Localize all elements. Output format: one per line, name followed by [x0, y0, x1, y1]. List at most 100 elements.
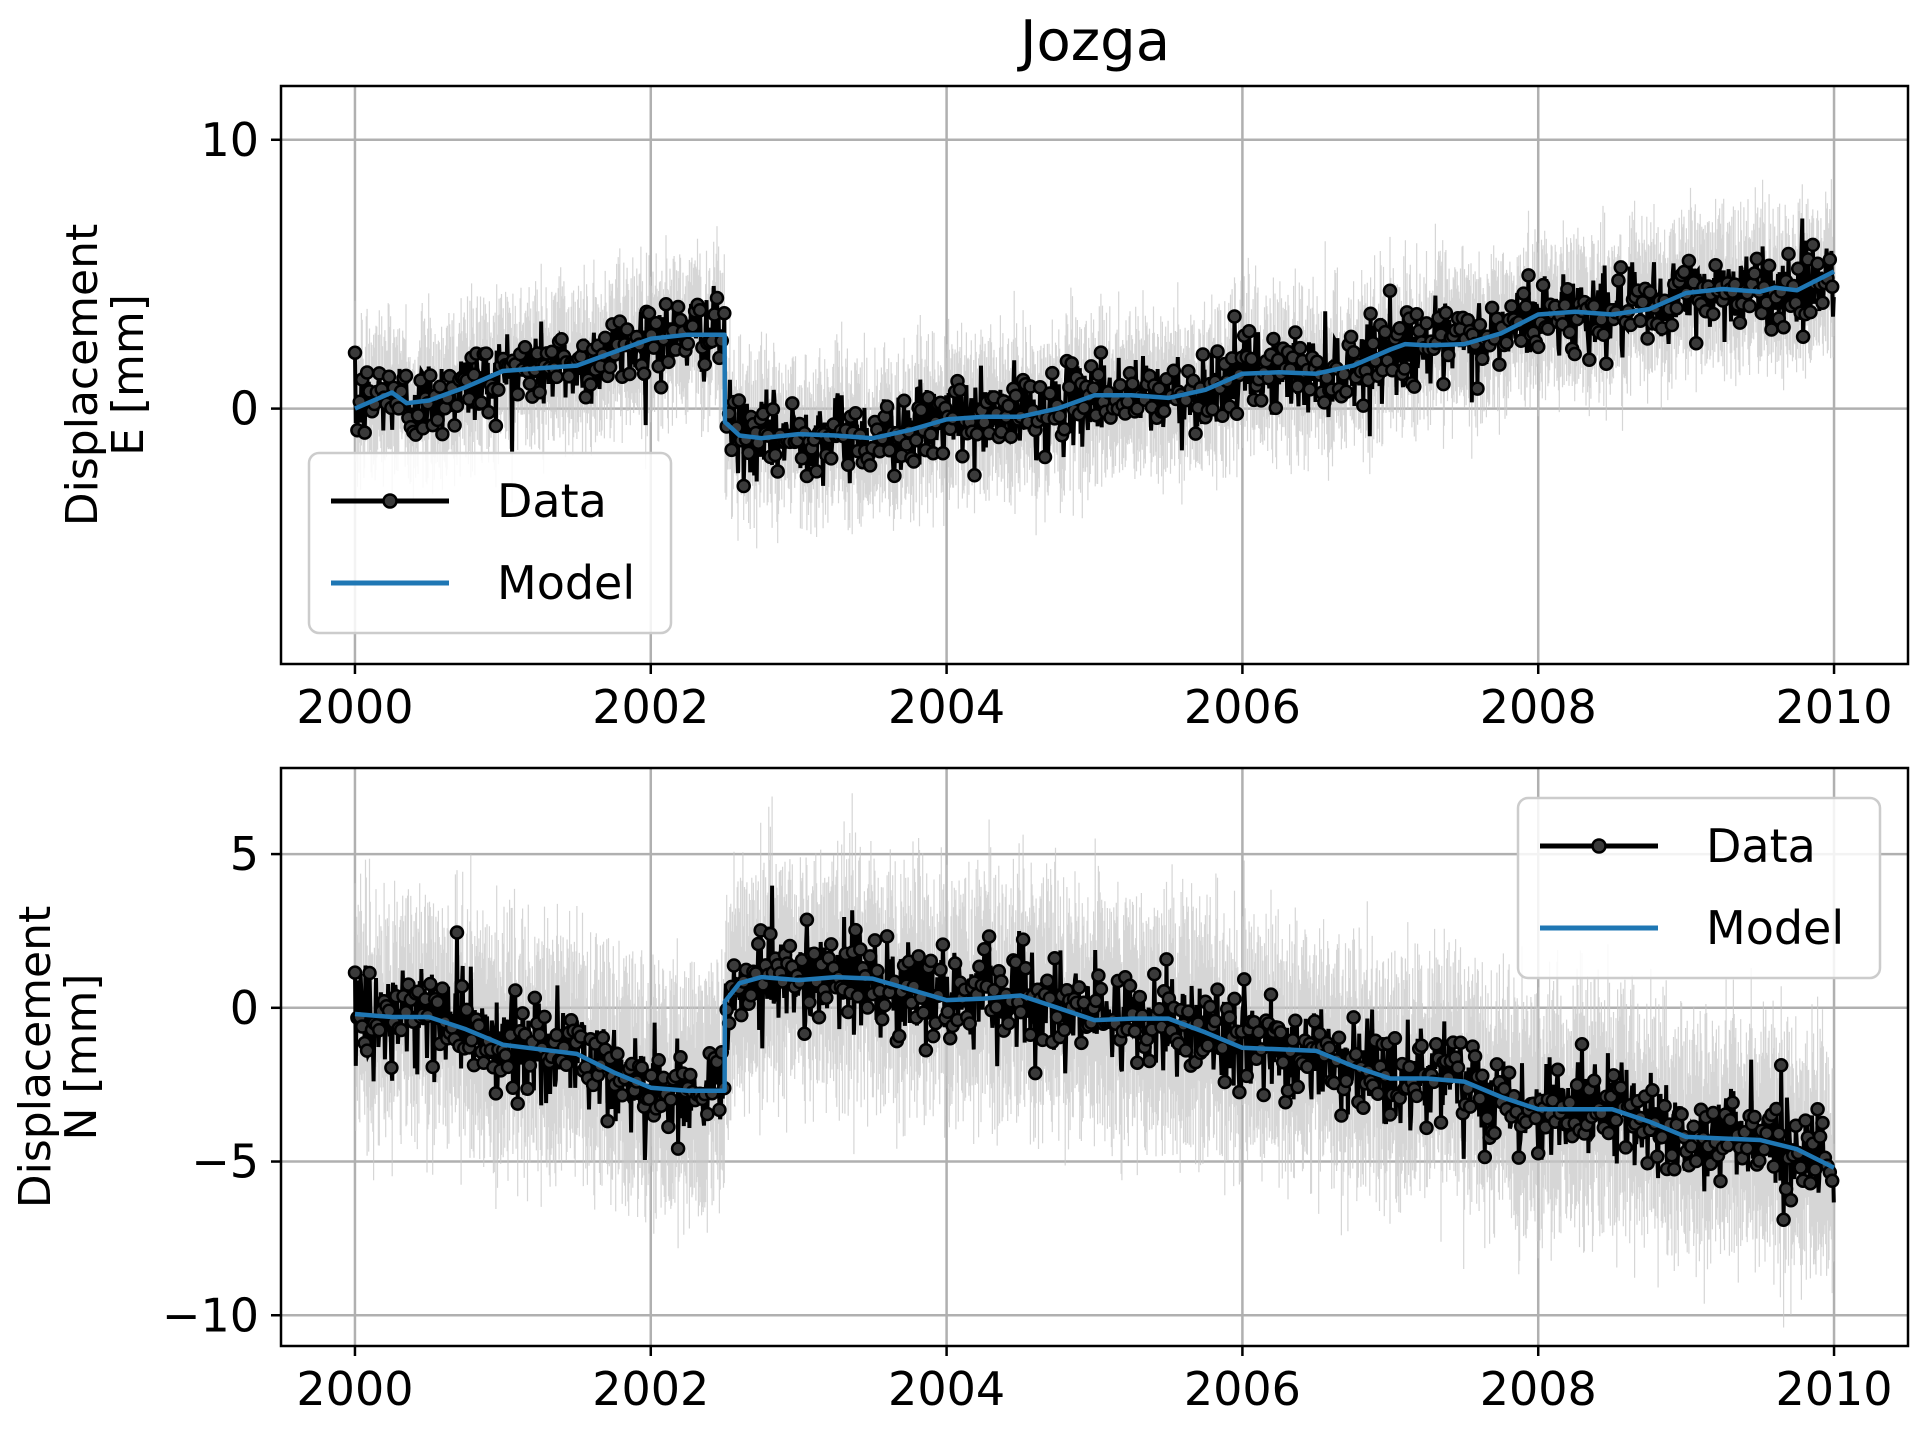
data-point	[1798, 1113, 1813, 1128]
data-point	[1040, 973, 1055, 989]
data-point	[510, 386, 525, 402]
data-point	[1217, 1074, 1233, 1090]
data-point	[911, 949, 926, 964]
data-point	[994, 974, 1009, 989]
data-point	[1810, 256, 1825, 272]
data-point	[1205, 401, 1220, 417]
data-point	[1049, 1009, 1065, 1025]
data-point	[561, 369, 577, 384]
x-tick-label: 2008	[1480, 1362, 1597, 1416]
data-point	[1611, 273, 1626, 288]
data-point	[1764, 322, 1779, 337]
data-point	[1708, 257, 1723, 273]
data-point	[1433, 1115, 1449, 1130]
legend: Data Model	[307, 451, 673, 635]
data-point	[1188, 426, 1203, 441]
y-axis-label: DisplacementE [mm]	[57, 224, 154, 526]
data-point	[1492, 357, 1507, 372]
data-point	[870, 963, 885, 979]
data-point	[544, 344, 560, 360]
data-point	[634, 1060, 649, 1075]
data-point	[578, 390, 594, 405]
data-point	[498, 1047, 513, 1063]
data-point	[602, 359, 618, 375]
data-point	[840, 457, 856, 473]
data-point	[1210, 982, 1225, 997]
data-point	[989, 999, 1004, 1015]
data-point	[1302, 382, 1318, 397]
data-point	[515, 1006, 530, 1021]
data-point	[1688, 336, 1704, 351]
data-point	[1530, 1146, 1546, 1161]
data-point	[1018, 960, 1033, 976]
data-point	[1093, 981, 1109, 997]
data-point	[449, 925, 465, 940]
x-tick-label: 2006	[1184, 1362, 1301, 1416]
data-point	[1722, 1112, 1738, 1128]
data-point	[712, 1102, 727, 1118]
data-point	[1518, 299, 1534, 314]
data-point	[700, 1106, 715, 1122]
data-point	[1288, 325, 1303, 340]
data-point	[891, 1028, 907, 1044]
data-point	[908, 433, 924, 448]
data-point	[717, 306, 732, 321]
data-point	[1130, 1055, 1145, 1070]
data-point	[505, 1080, 521, 1096]
data-point	[1288, 1013, 1303, 1029]
data-point	[797, 1026, 812, 1041]
data-point	[1091, 367, 1106, 383]
x-tick-label: 2010	[1776, 1362, 1893, 1416]
data-point	[1215, 1040, 1230, 1056]
data-point	[1562, 324, 1578, 340]
data-point	[522, 376, 538, 391]
axes-frame	[279, 766, 1910, 1348]
data-point	[967, 468, 982, 483]
data-point	[1606, 1068, 1621, 1083]
data-point	[1278, 1094, 1293, 1110]
data-point	[619, 322, 635, 337]
data-point	[595, 1030, 611, 1045]
x-tick-label: 2010	[1776, 680, 1893, 734]
data-point	[1268, 400, 1284, 416]
data-point	[1654, 1129, 1670, 1145]
data-point	[1215, 408, 1230, 424]
y-tick-label: −5	[191, 1135, 259, 1189]
data-point	[1528, 1110, 1544, 1126]
data-point	[879, 399, 895, 414]
data-point	[913, 402, 929, 418]
x-tick-label: 2004	[888, 1362, 1005, 1416]
data-point	[680, 336, 696, 351]
data-point	[1339, 1073, 1354, 1089]
data-point	[1557, 297, 1573, 313]
data-point	[692, 302, 708, 318]
data-point	[1057, 1022, 1072, 1038]
data-point	[1747, 266, 1762, 281]
data-point	[1436, 376, 1451, 392]
data-point	[1195, 347, 1211, 362]
data-point	[1759, 1125, 1774, 1141]
data-point	[879, 929, 895, 944]
north-displacement-panel: 2000 2002 2004 2006 2008 2010 5 0 −5 −10 Displacem…	[10, 766, 1910, 1416]
data-point	[972, 959, 987, 974]
data-point	[1530, 339, 1546, 355]
data-point	[1489, 1057, 1505, 1072]
data-point	[1300, 1059, 1315, 1075]
data-point	[1511, 1150, 1527, 1165]
y-tick-label: 0	[230, 382, 259, 436]
data-point	[1667, 1161, 1682, 1177]
data-point	[933, 962, 948, 978]
x-tick-label: 2000	[296, 680, 413, 734]
data-point	[1093, 345, 1109, 360]
data-point	[641, 305, 657, 321]
data-point	[1015, 932, 1031, 947]
data-point	[1475, 351, 1490, 367]
data-point	[1462, 1099, 1478, 1114]
data-point	[488, 418, 504, 434]
data-point	[862, 458, 878, 473]
data-point	[435, 981, 450, 996]
data-point	[1688, 1153, 1704, 1169]
data-point	[1521, 268, 1536, 283]
data-point	[1540, 321, 1556, 336]
